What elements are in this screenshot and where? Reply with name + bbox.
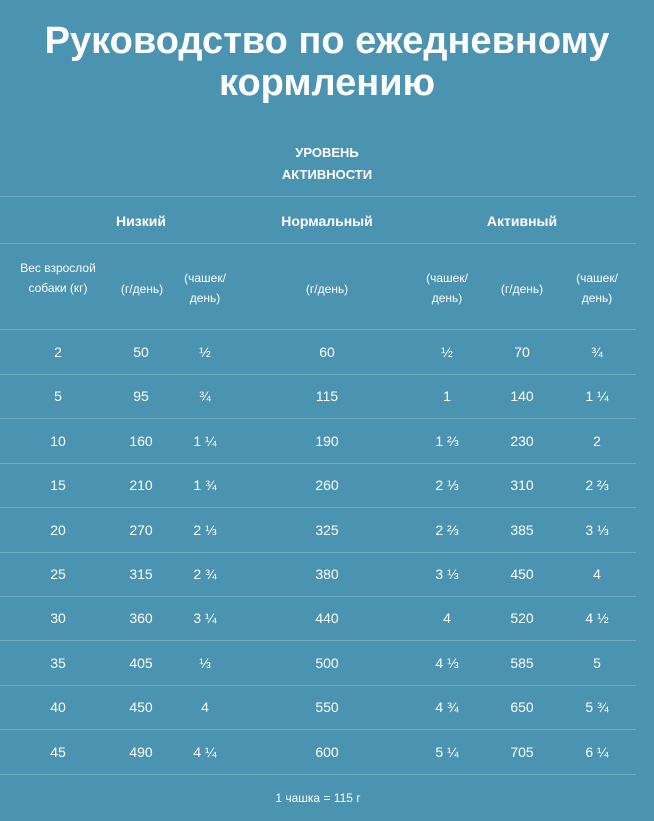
cell-normal-grams: 440 xyxy=(315,610,339,626)
cell-active-grams: 520 xyxy=(510,610,534,626)
cell-low-grams: 450 xyxy=(129,699,153,715)
cell-weight: 40 xyxy=(50,699,66,715)
cell-normal-cups: 2 ⅓ xyxy=(435,477,459,493)
cell-weight: 25 xyxy=(50,566,66,582)
cell-low-cups: 1 ¾ xyxy=(193,477,217,493)
cell-low-grams: 315 xyxy=(129,566,153,582)
divider xyxy=(0,243,636,244)
cell-weight: 5 xyxy=(54,388,62,404)
page-title: Руководство по ежедневному кормлению xyxy=(44,20,610,104)
cell-normal-grams: 600 xyxy=(315,744,339,760)
cell-normal-cups: ½ xyxy=(441,344,453,360)
cell-low-grams: 160 xyxy=(129,433,153,449)
divider xyxy=(0,374,636,375)
activity-level-label: УРОВЕНЬ АКТИВНОСТИ xyxy=(281,145,373,182)
cell-normal-grams: 325 xyxy=(315,522,339,538)
cell-active-cups: 4 ½ xyxy=(585,610,609,626)
divider xyxy=(0,196,636,197)
cell-low-grams: 95 xyxy=(133,388,149,404)
cell-normal-cups: 2 ⅔ xyxy=(435,522,459,538)
cell-low-grams: 405 xyxy=(129,655,153,671)
cell-active-grams: 310 xyxy=(510,477,534,493)
cell-low-grams: 50 xyxy=(133,344,149,360)
cell-active-cups: 2 ⅔ xyxy=(585,477,609,493)
subheader-low-grams: (г/день) xyxy=(120,282,164,296)
divider xyxy=(0,640,636,641)
cell-normal-cups: 1 ⅔ xyxy=(435,433,459,449)
subheader-weight: Вес взрослой собаки (кг) xyxy=(20,261,96,295)
cell-active-cups: 1 ¼ xyxy=(585,388,609,404)
cell-active-grams: 450 xyxy=(510,566,534,582)
divider xyxy=(0,596,636,597)
cell-low-grams: 360 xyxy=(129,610,153,626)
cell-weight: 45 xyxy=(50,744,66,760)
divider xyxy=(0,463,636,464)
cell-normal-grams: 190 xyxy=(315,433,339,449)
cell-normal-cups: 1 xyxy=(443,388,451,404)
cell-active-grams: 140 xyxy=(510,388,534,404)
cell-weight: 20 xyxy=(50,522,66,538)
cell-low-grams: 210 xyxy=(129,477,153,493)
cell-normal-grams: 60 xyxy=(319,344,335,360)
activity-level-header: УРОВЕНЬ АКТИВНОСТИ xyxy=(0,142,654,186)
divider xyxy=(0,774,636,775)
cell-active-grams: 385 xyxy=(510,522,534,538)
subheader-active-grams: (г/день) xyxy=(500,282,544,296)
cell-weight: 35 xyxy=(50,655,66,671)
cell-low-cups: 4 ¼ xyxy=(193,744,217,760)
cell-weight: 15 xyxy=(50,477,66,493)
cell-low-cups: 2 ⅓ xyxy=(193,522,217,538)
cell-normal-grams: 550 xyxy=(315,699,339,715)
cell-normal-cups: 3 ⅓ xyxy=(435,566,459,582)
cell-active-grams: 230 xyxy=(510,433,534,449)
cell-low-cups: ¾ xyxy=(199,388,211,404)
cell-normal-grams: 500 xyxy=(315,655,339,671)
cell-low-cups: 1 ¼ xyxy=(193,433,217,449)
cell-active-cups: ¾ xyxy=(591,344,603,360)
cell-low-cups: ⅓ xyxy=(199,655,211,671)
cell-active-cups: 3 ⅓ xyxy=(585,522,609,538)
divider xyxy=(0,329,636,330)
cell-active-cups: 4 xyxy=(593,566,601,582)
cell-normal-grams: 380 xyxy=(315,566,339,582)
subheader-normal-grams: (г/день) xyxy=(305,282,349,296)
cell-low-cups: 4 xyxy=(201,699,209,715)
cell-weight: 10 xyxy=(50,433,66,449)
level-low: Низкий xyxy=(116,213,166,229)
level-normal: Нормальный xyxy=(281,213,373,229)
subheader-normal-cups: (чашек/ день) xyxy=(426,271,468,305)
cell-normal-cups: 4 ⅓ xyxy=(435,655,459,671)
subheader-active-cups: (чашек/ день) xyxy=(576,271,618,305)
cell-low-cups: 2 ¾ xyxy=(193,566,217,582)
divider xyxy=(0,552,636,553)
cell-normal-cups: 4 ¾ xyxy=(435,699,459,715)
cell-active-cups: 6 ¼ xyxy=(585,744,609,760)
cell-active-grams: 650 xyxy=(510,699,534,715)
cell-weight: 30 xyxy=(50,610,66,626)
cell-active-cups: 2 xyxy=(593,433,601,449)
divider xyxy=(0,507,636,508)
level-active: Активный xyxy=(486,213,558,229)
cell-active-cups: 5 xyxy=(593,655,601,671)
cell-normal-cups: 5 ¼ xyxy=(435,744,459,760)
cell-normal-grams: 115 xyxy=(315,388,339,404)
cell-normal-cups: 4 xyxy=(443,610,451,626)
cell-active-grams: 705 xyxy=(510,744,534,760)
cell-low-grams: 490 xyxy=(129,744,153,760)
cell-normal-grams: 260 xyxy=(315,477,339,493)
divider xyxy=(0,729,636,730)
subheader-low-cups: (чашек/ день) xyxy=(184,271,226,305)
cell-weight: 2 xyxy=(54,344,62,360)
cell-active-grams: 70 xyxy=(514,344,530,360)
cell-low-grams: 270 xyxy=(129,522,153,538)
cell-low-cups: 3 ¼ xyxy=(193,610,217,626)
divider xyxy=(0,418,636,419)
footnote: 1 чашка = 115 г xyxy=(275,791,361,805)
cell-active-cups: 5 ¾ xyxy=(585,699,609,715)
divider xyxy=(0,685,636,686)
cell-low-cups: ½ xyxy=(199,344,211,360)
cell-active-grams: 585 xyxy=(510,655,534,671)
